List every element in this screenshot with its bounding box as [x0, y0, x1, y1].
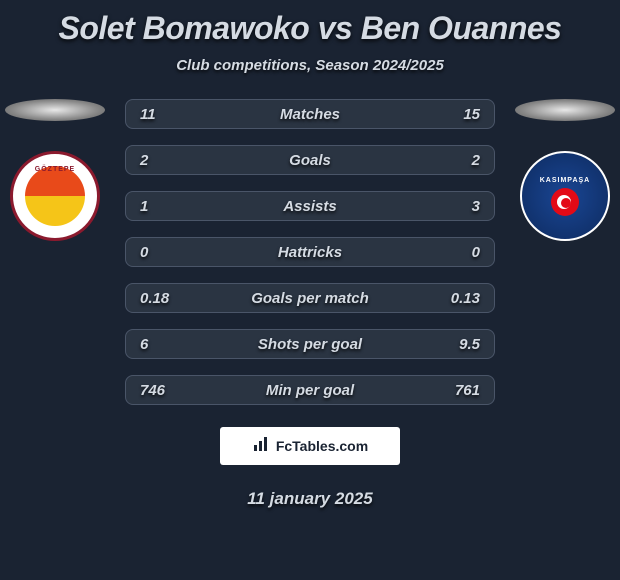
comparison-card: Solet Bomawoko vs Ben Ouannes Club compe… — [0, 0, 620, 580]
stat-left-value: 6 — [140, 336, 195, 353]
brand-text: FcTables.com — [276, 438, 368, 454]
stat-left-value: 2 — [140, 152, 195, 169]
stat-label: Shots per goal — [195, 336, 425, 353]
footer-date: 11 january 2025 — [247, 489, 372, 509]
stat-row-goals-per-match: 0.18 Goals per match 0.13 — [125, 283, 495, 313]
stat-right-value: 3 — [425, 198, 480, 215]
stat-right-value: 9.5 — [425, 336, 480, 353]
stat-label: Matches — [195, 106, 425, 123]
player2-silhouette-shadow — [515, 99, 615, 121]
stat-right-value: 0.13 — [425, 290, 480, 307]
stat-row-min-per-goal: 746 Min per goal 761 — [125, 375, 495, 405]
page-title: Solet Bomawoko vs Ben Ouannes — [59, 10, 562, 47]
kasimpasa-badge-inner: KASIMPAŞA — [540, 177, 590, 216]
turkish-flag-icon — [551, 188, 579, 216]
player2-club-badge: KASIMPAŞA — [520, 151, 610, 241]
player2-club-name: KASIMPAŞA — [540, 177, 590, 184]
brand-badge[interactable]: FcTables.com — [220, 427, 400, 465]
stat-label: Min per goal — [195, 382, 425, 399]
chart-icon — [252, 435, 270, 458]
stat-label: Hattricks — [195, 244, 425, 261]
stat-label: Assists — [195, 198, 425, 215]
stat-row-goals: 2 Goals 2 — [125, 145, 495, 175]
subtitle: Club competitions, Season 2024/2025 — [176, 57, 444, 74]
stat-label: Goals — [195, 152, 425, 169]
stat-right-value: 761 — [425, 382, 480, 399]
stats-column: 11 Matches 15 2 Goals 2 1 Assists 3 0 Ha… — [125, 99, 495, 405]
stat-row-assists: 1 Assists 3 — [125, 191, 495, 221]
stat-row-hattricks: 0 Hattricks 0 — [125, 237, 495, 267]
stat-row-matches: 11 Matches 15 — [125, 99, 495, 129]
stat-left-value: 1 — [140, 198, 195, 215]
main-area: GÖZTEPE 11 Matches 15 2 Goals 2 1 Assist… — [0, 99, 620, 405]
stat-left-value: 746 — [140, 382, 195, 399]
stat-right-value: 0 — [425, 244, 480, 261]
stat-left-value: 0.18 — [140, 290, 195, 307]
stat-right-value: 15 — [425, 106, 480, 123]
player1-club-badge: GÖZTEPE — [10, 151, 100, 241]
stat-left-value: 11 — [140, 106, 195, 123]
stat-row-shots-per-goal: 6 Shots per goal 9.5 — [125, 329, 495, 359]
player1-club-name: GÖZTEPE — [35, 166, 75, 173]
player1-column: GÖZTEPE — [5, 99, 105, 241]
stat-right-value: 2 — [425, 152, 480, 169]
stat-label: Goals per match — [195, 290, 425, 307]
stat-left-value: 0 — [140, 244, 195, 261]
goztepe-badge-inner — [25, 166, 85, 226]
player2-column: KASIMPAŞA — [515, 99, 615, 241]
player1-silhouette-shadow — [5, 99, 105, 121]
